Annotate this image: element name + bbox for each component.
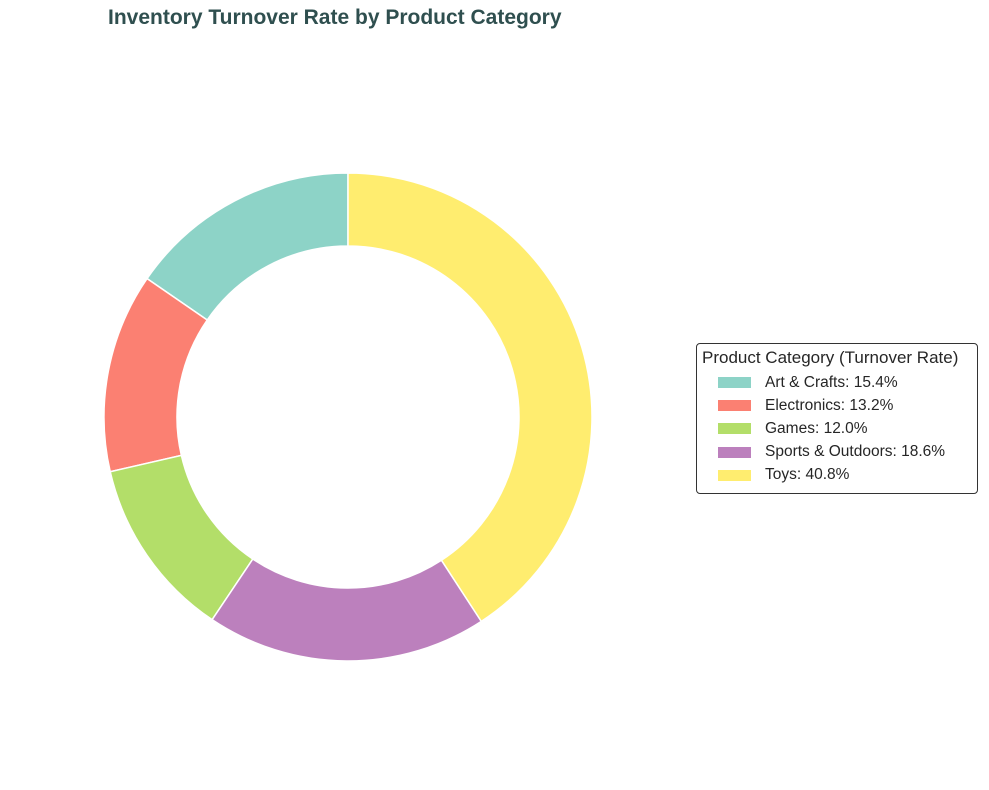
donut-slice-toys — [347, 172, 593, 623]
legend: Product Category (Turnover Rate) Art & C… — [696, 343, 978, 494]
donut-slice-art-crafts — [146, 172, 349, 322]
chart-title: Inventory Turnover Rate by Product Categ… — [108, 6, 562, 29]
legend-label: Toys: 40.8% — [765, 466, 850, 484]
legend-label: Electronics: 13.2% — [765, 396, 894, 414]
legend-swatch — [718, 400, 751, 412]
legend-label: Sports & Outdoors: 18.6% — [765, 443, 946, 461]
legend-item: Toys: 40.8% — [702, 464, 969, 487]
legend-swatch — [718, 469, 751, 481]
legend-label: Art & Crafts: 15.4% — [765, 373, 898, 391]
legend-item: Art & Crafts: 15.4% — [702, 371, 969, 394]
donut-slices — [103, 172, 593, 662]
legend-swatch — [718, 423, 751, 435]
legend-title: Product Category (Turnover Rate) — [702, 348, 959, 367]
legend-swatch — [718, 446, 751, 458]
legend-swatch — [718, 377, 751, 389]
legend-label: Games: 12.0% — [765, 419, 868, 437]
legend-item: Electronics: 13.2% — [702, 394, 969, 417]
legend-item: Games: 12.0% — [702, 417, 969, 440]
legend-items: Art & Crafts: 15.4% Electronics: 13.2% Gam… — [702, 371, 969, 487]
donut-slice-sports-outdoors — [211, 557, 483, 662]
legend-item: Sports & Outdoors: 18.6% — [702, 441, 969, 464]
